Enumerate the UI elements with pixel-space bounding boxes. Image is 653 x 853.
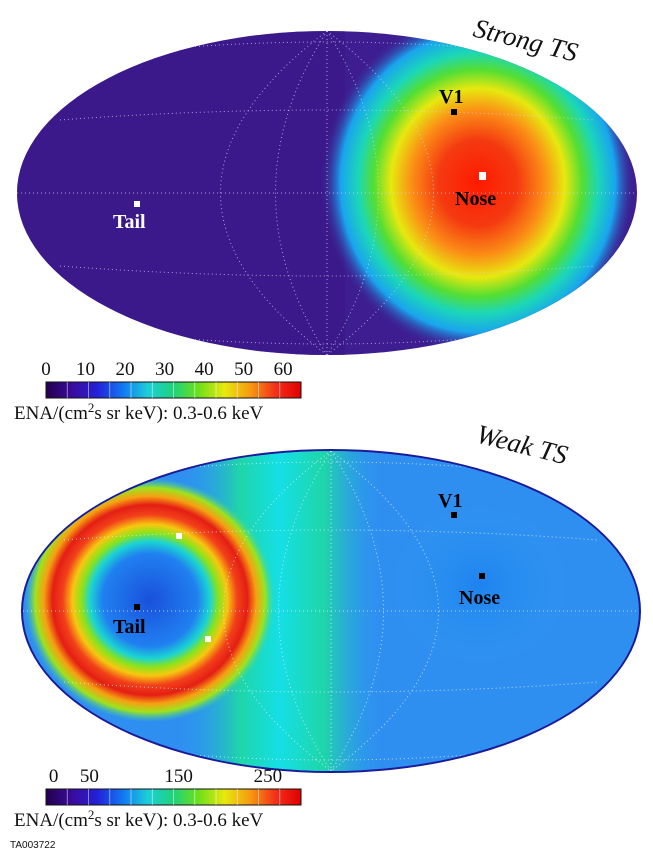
nose-marker-strong (479, 172, 486, 180)
strong-ts-colorbar-tick-label: 50 (234, 359, 253, 380)
nose-label-strong: Nose (455, 188, 496, 210)
weak-ts-colorbar-tick-label: 0 (49, 766, 59, 787)
strong-ts-graticule (17, 31, 637, 355)
weak-ts-colorbar-tick-label: 250 (254, 766, 283, 787)
figure-id-label: TA003722 (10, 840, 56, 851)
weak-ts-graticule (23, 451, 639, 771)
weak-ts-colorbar-tick-label: 150 (164, 766, 193, 787)
weak-ts-map: Weak TS V1 Nose Tail (21, 419, 641, 773)
tail-label-strong: Tail (113, 211, 146, 233)
hotspot-marker-lower (205, 636, 211, 642)
strong-ts-darker-half (17, 31, 345, 355)
strong-ts-colorbar-tick-label: 20 (116, 359, 135, 380)
v1-marker-strong (451, 109, 457, 115)
nose-label-weak: Nose (459, 587, 500, 609)
weak-ts-colorbar: 0 50 150 250 (45, 766, 302, 806)
v1-marker-weak (451, 512, 457, 518)
nose-marker-weak (479, 573, 485, 579)
tail-marker-strong (134, 201, 140, 207)
weak-ts-nose-region (390, 505, 570, 665)
strong-ts-colorbar-tick-label: 60 (274, 359, 293, 380)
strong-ts-colorbar: 0 10 20 30 40 50 60 (41, 359, 302, 399)
strong-ts-map: Strong TS V1 Nose Tail (17, 13, 637, 355)
weak-ts-colorbar-tick-label: 50 (80, 766, 99, 787)
weak-ts-title: Weak TS (474, 419, 572, 471)
tail-label-weak: Tail (113, 616, 146, 638)
strong-ts-colorbar-caption: ENA/(cm2s sr keV): 0.3-0.6 keV (14, 400, 264, 424)
strong-ts-colorbar-tick-label: 0 (41, 359, 51, 380)
weak-ts-tail-ring (25, 478, 275, 722)
hotspot-marker-upper (176, 533, 182, 539)
strong-ts-colorbar-tick-label: 40 (195, 359, 214, 380)
tail-marker-weak (134, 604, 140, 610)
v1-label-weak: V1 (438, 490, 462, 512)
strong-ts-nose-emission (320, 31, 636, 355)
strong-ts-colorbar-tick-label: 10 (76, 359, 95, 380)
weak-ts-colorbar-caption: ENA/(cm2s sr keV): 0.3-0.6 keV (14, 807, 264, 831)
v1-label-strong: V1 (439, 86, 463, 108)
strong-ts-colorbar-tick-label: 30 (155, 359, 174, 380)
